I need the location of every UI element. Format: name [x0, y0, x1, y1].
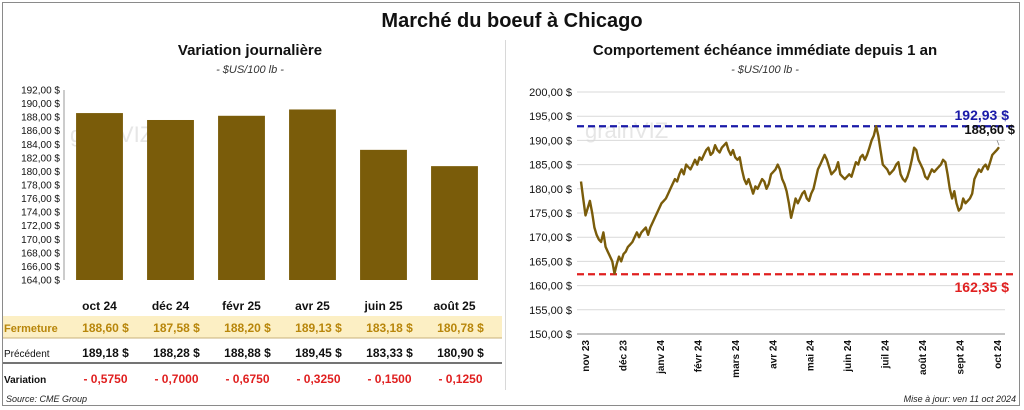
table-cell: 180,78 $	[437, 321, 484, 335]
y-tick-label: 176,00 $	[21, 194, 60, 205]
row-label: Variation	[4, 375, 46, 386]
price-series-line	[579, 125, 1000, 275]
row-label: Précédent	[4, 349, 50, 360]
bar	[147, 119, 194, 280]
category-label: oct 24	[82, 299, 117, 313]
table-cell: - 0,1500	[367, 372, 411, 386]
x-tick-label: déc 23	[618, 340, 629, 372]
table-cell: - 0,6750	[225, 372, 269, 386]
y-tick-label: 175,00 $	[529, 208, 572, 220]
bar-chart: grainVIZ192,00 $190,00 $188,00 $186,00 $…	[21, 86, 478, 287]
y-tick-label: 155,00 $	[529, 305, 572, 317]
y-tick-label: 180,00 $	[21, 167, 60, 178]
y-tick-label: 182,00 $	[21, 153, 60, 164]
x-tick-label: mai 24	[806, 340, 817, 372]
row-label: Fermeture	[4, 323, 58, 335]
table-cell: - 0,1250	[438, 372, 482, 386]
last-value-leader	[996, 140, 1000, 146]
table-cell: 188,60 $	[82, 321, 129, 335]
category-label: févr 25	[222, 299, 261, 313]
table-cell: 183,18 $	[366, 321, 413, 335]
table-cell: - 0,3250	[296, 372, 340, 386]
source-note: Source: CME Group	[6, 394, 88, 404]
x-tick-label: oct 24	[993, 340, 1004, 369]
x-tick-label: juin 24	[843, 340, 854, 373]
y-tick-label: 165,00 $	[529, 256, 572, 268]
page-title: Marché du boeuf à Chicago	[381, 10, 643, 32]
x-tick-label: nov 23	[581, 340, 592, 372]
table-cell: 183,33 $	[366, 346, 413, 360]
update-note: Mise à jour: ven 11 oct 2024	[903, 394, 1016, 404]
y-tick-label: 178,00 $	[21, 181, 60, 192]
y-tick-label: 200,00 $	[529, 87, 572, 99]
y-tick-label: 188,00 $	[21, 113, 60, 124]
y-tick-label: 192,00 $	[21, 86, 60, 97]
watermark: grainVIZ	[585, 118, 668, 143]
bar	[289, 109, 336, 280]
x-tick-label: juil 24	[881, 340, 892, 370]
y-tick-label: 180,00 $	[529, 184, 572, 196]
bar	[360, 149, 407, 280]
x-tick-label: mars 24	[731, 340, 742, 378]
line-chart: grainVIZ 200,00 $ 195,00 $ 190,00 $ 185,00 $…	[529, 87, 1016, 378]
x-tick-label: févr 24	[693, 340, 704, 373]
bar	[218, 115, 265, 281]
category-label: juin 25	[363, 299, 402, 313]
bar-chart-subtitle: - $US/100 lb -	[216, 64, 284, 76]
table-cell: 188,88 $	[224, 346, 271, 360]
bar	[76, 113, 123, 280]
y-tick-label: 166,00 $	[21, 262, 60, 273]
y-tick-label: 190,00 $	[529, 135, 572, 147]
last-value-label: 188,60 $	[964, 122, 1015, 137]
x-tick-label: août 24	[918, 340, 929, 375]
fermeture-row-bg	[3, 316, 502, 338]
bar-chart-title: Variation journalière	[177, 42, 323, 59]
min-label: 162,35 $	[955, 279, 1010, 295]
price-table: oct 24 déc 24 févr 25 avr 25 juin 25 août 25 F…	[3, 299, 502, 386]
line-chart-title: Comportement échéance immédiate depuis 1…	[592, 42, 938, 59]
y-tick-label: 164,00 $	[21, 276, 60, 287]
y-tick-label: 150,00 $	[529, 329, 572, 341]
y-tick-label: 170,00 $	[21, 235, 60, 246]
y-tick-label: 190,00 $	[21, 99, 60, 110]
category-label: août 25	[433, 299, 475, 313]
y-tick-label: 185,00 $	[529, 160, 572, 172]
y-tick-label: 168,00 $	[21, 248, 60, 259]
y-tick-label: 186,00 $	[21, 126, 60, 137]
x-tick-label: sept 24	[956, 340, 967, 375]
y-tick-label: 160,00 $	[529, 281, 572, 293]
table-cell: 189,45 $	[295, 346, 342, 360]
line-chart-subtitle: - $US/100 lb -	[731, 64, 799, 76]
y-tick-label: 172,00 $	[21, 221, 60, 232]
chart-frame	[2, 2, 1020, 406]
y-tick-label: 174,00 $	[21, 208, 60, 219]
x-tick-label: avr 24	[768, 340, 779, 369]
y-tick-label: 170,00 $	[529, 232, 572, 244]
table-cell: 189,13 $	[295, 321, 342, 335]
table-cell: 188,20 $	[224, 321, 271, 335]
category-label: avr 25	[295, 299, 330, 313]
max-label: 192,93 $	[955, 107, 1010, 123]
table-cell: - 0,7000	[154, 372, 198, 386]
bar	[431, 166, 478, 280]
y-tick-label: 184,00 $	[21, 140, 60, 151]
y-tick-label: 195,00 $	[529, 111, 572, 123]
table-cell: 188,28 $	[153, 346, 200, 360]
panel-divider	[505, 40, 506, 390]
category-label: déc 24	[152, 299, 190, 313]
table-cell: 180,90 $	[437, 346, 484, 360]
table-cell: 189,18 $	[82, 346, 129, 360]
table-cell: - 0,5750	[83, 372, 127, 386]
x-tick-label: janv 24	[656, 340, 667, 375]
table-cell: 187,58 $	[153, 321, 200, 335]
